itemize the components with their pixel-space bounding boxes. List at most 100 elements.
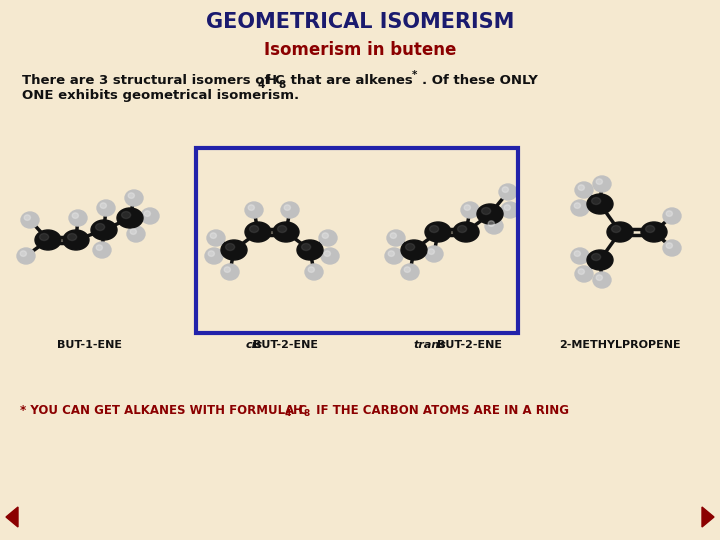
Ellipse shape [125, 190, 143, 206]
Text: * YOU CAN GET ALKANES WITH FORMULA C: * YOU CAN GET ALKANES WITH FORMULA C [20, 403, 307, 416]
Text: BUT-2-ENE: BUT-2-ENE [253, 340, 318, 350]
Ellipse shape [127, 226, 145, 242]
Ellipse shape [277, 226, 287, 233]
Ellipse shape [297, 240, 323, 260]
Ellipse shape [464, 205, 470, 211]
Text: Isomerism in butene: Isomerism in butene [264, 41, 456, 59]
Ellipse shape [117, 208, 143, 228]
Text: trans: trans [413, 340, 446, 350]
Text: cis: cis [246, 340, 263, 350]
Ellipse shape [250, 226, 258, 233]
Ellipse shape [207, 230, 225, 246]
Ellipse shape [224, 267, 230, 272]
Ellipse shape [453, 222, 479, 242]
Ellipse shape [592, 198, 600, 205]
Ellipse shape [96, 245, 102, 251]
Ellipse shape [205, 248, 223, 264]
Ellipse shape [401, 240, 427, 260]
Ellipse shape [208, 251, 215, 256]
Ellipse shape [63, 230, 89, 250]
Ellipse shape [405, 244, 415, 251]
Ellipse shape [20, 251, 27, 256]
Ellipse shape [646, 226, 654, 233]
Ellipse shape [130, 229, 137, 234]
Ellipse shape [97, 200, 115, 216]
Ellipse shape [68, 233, 76, 240]
Ellipse shape [607, 222, 633, 242]
Ellipse shape [666, 211, 672, 217]
Ellipse shape [248, 205, 254, 211]
Ellipse shape [482, 207, 490, 214]
Ellipse shape [404, 267, 410, 272]
Ellipse shape [221, 240, 247, 260]
Ellipse shape [501, 202, 519, 218]
Ellipse shape [387, 230, 405, 246]
Ellipse shape [666, 243, 672, 248]
Ellipse shape [321, 248, 339, 264]
Ellipse shape [596, 275, 603, 280]
Ellipse shape [504, 205, 510, 211]
Ellipse shape [574, 251, 580, 256]
Ellipse shape [322, 233, 328, 238]
Ellipse shape [587, 250, 613, 270]
Text: There are 3 structural isomers of C: There are 3 structural isomers of C [22, 73, 284, 86]
Text: *: * [412, 70, 418, 80]
Ellipse shape [385, 248, 403, 264]
Ellipse shape [390, 233, 397, 238]
Ellipse shape [571, 248, 589, 264]
Ellipse shape [100, 203, 107, 208]
Ellipse shape [128, 193, 135, 198]
Ellipse shape [488, 221, 495, 226]
Text: that are alkenes: that are alkenes [286, 73, 413, 86]
Ellipse shape [319, 230, 337, 246]
Ellipse shape [401, 264, 419, 280]
Ellipse shape [428, 249, 434, 254]
Ellipse shape [245, 222, 271, 242]
Ellipse shape [221, 264, 239, 280]
Ellipse shape [457, 226, 467, 233]
Ellipse shape [388, 251, 395, 256]
Ellipse shape [593, 176, 611, 192]
Ellipse shape [96, 224, 104, 231]
Ellipse shape [575, 182, 593, 198]
Ellipse shape [578, 269, 585, 274]
Text: H: H [293, 403, 303, 416]
Ellipse shape [593, 272, 611, 288]
Ellipse shape [40, 233, 49, 240]
Ellipse shape [663, 240, 681, 256]
Ellipse shape [225, 244, 235, 251]
Ellipse shape [641, 222, 667, 242]
Ellipse shape [430, 226, 438, 233]
Polygon shape [702, 507, 714, 527]
Ellipse shape [122, 212, 130, 219]
Text: 8: 8 [278, 80, 285, 90]
Ellipse shape [578, 185, 585, 191]
Ellipse shape [35, 230, 61, 250]
Ellipse shape [592, 253, 600, 260]
Ellipse shape [502, 187, 508, 192]
Ellipse shape [93, 242, 111, 258]
Ellipse shape [281, 202, 299, 218]
Ellipse shape [21, 212, 39, 228]
Text: ONE exhibits geometrical isomerism.: ONE exhibits geometrical isomerism. [22, 90, 299, 103]
Text: 4: 4 [257, 80, 264, 90]
Ellipse shape [485, 218, 503, 234]
Ellipse shape [499, 184, 517, 200]
Ellipse shape [210, 233, 217, 238]
Ellipse shape [72, 213, 78, 218]
Ellipse shape [425, 246, 443, 262]
Text: 8: 8 [304, 409, 310, 418]
Text: GEOMETRICAL ISOMERISM: GEOMETRICAL ISOMERISM [206, 12, 514, 32]
Polygon shape [6, 507, 18, 527]
Text: 2-METHYLPROPENE: 2-METHYLPROPENE [559, 340, 681, 350]
Ellipse shape [141, 208, 159, 224]
Ellipse shape [425, 222, 451, 242]
Ellipse shape [477, 204, 503, 224]
Ellipse shape [305, 264, 323, 280]
Ellipse shape [575, 266, 593, 282]
Text: IF THE CARBON ATOMS ARE IN A RING: IF THE CARBON ATOMS ARE IN A RING [312, 403, 569, 416]
Ellipse shape [596, 179, 603, 184]
Ellipse shape [571, 200, 589, 216]
Ellipse shape [663, 208, 681, 224]
Ellipse shape [69, 210, 87, 226]
